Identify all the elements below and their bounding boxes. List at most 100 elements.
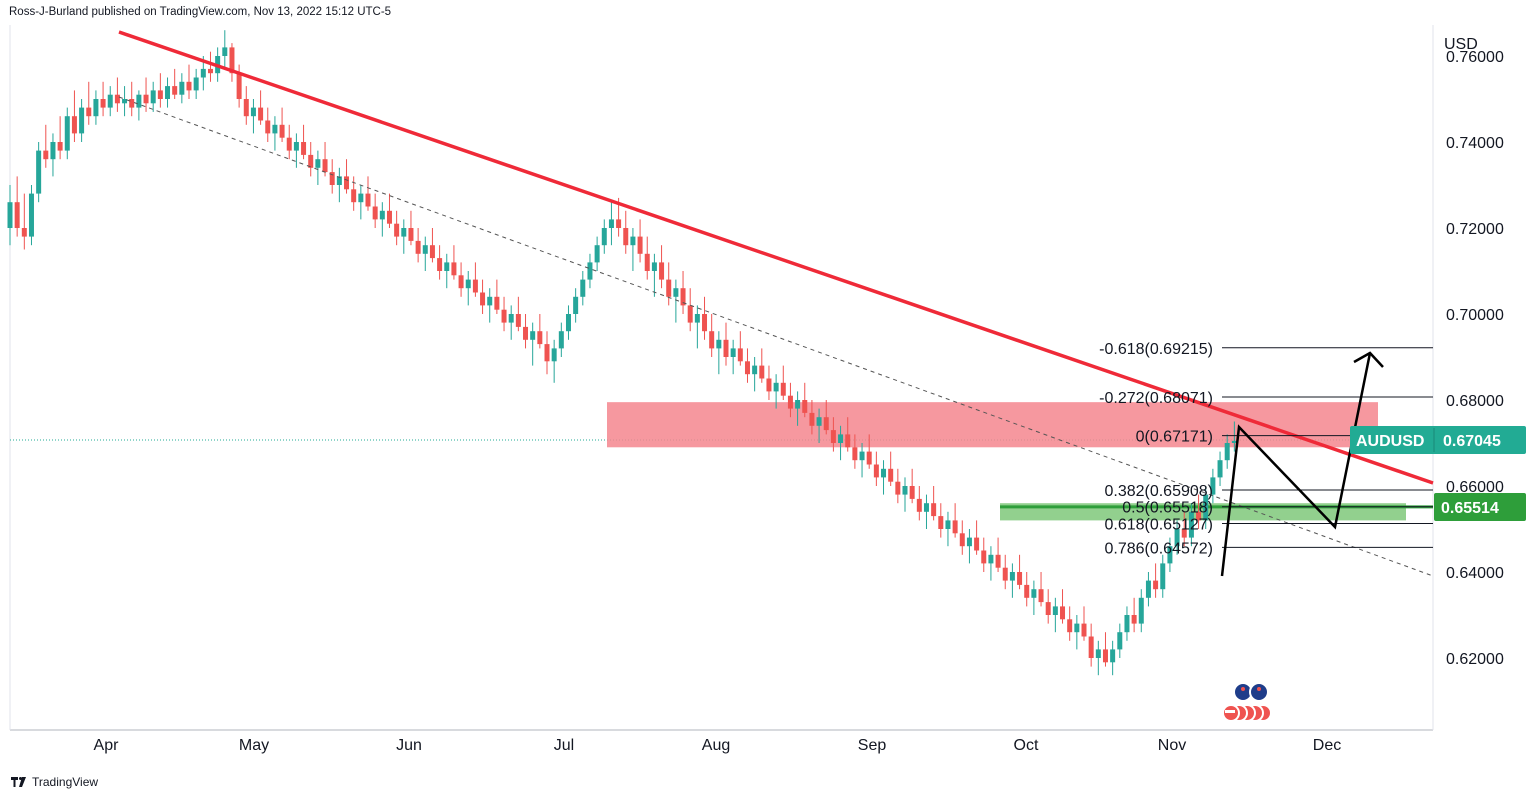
candle-body bbox=[43, 150, 49, 160]
candle-body bbox=[322, 159, 328, 173]
candle-body bbox=[236, 73, 242, 99]
candle-body bbox=[787, 395, 793, 409]
candle-body bbox=[71, 116, 77, 134]
projection-path bbox=[1220, 352, 1372, 577]
candle-body bbox=[1074, 623, 1080, 633]
candle-body bbox=[1117, 632, 1123, 650]
candle-body bbox=[293, 142, 299, 151]
candle-body bbox=[93, 99, 99, 117]
fibonacci-layer: -0.618(0.69215) -0.272(0.68071) 0(0.67171)… bbox=[1099, 341, 1433, 557]
candle-body bbox=[795, 400, 801, 409]
usa-flag-icon[interactable] bbox=[1222, 704, 1272, 722]
fib-level-label: 0.618(0.65127) bbox=[1104, 517, 1213, 534]
candle-body bbox=[687, 305, 693, 323]
dashed-trendline bbox=[118, 96, 1434, 577]
candle-body bbox=[780, 382, 786, 396]
candle-body bbox=[100, 99, 106, 108]
candle-body bbox=[830, 430, 836, 443]
candle-body bbox=[193, 77, 199, 91]
y-axis-ticks: 0.76000 0.74000 0.72000 0.70000 0.68000 0.660… bbox=[1446, 49, 1504, 668]
candle-body bbox=[931, 503, 937, 517]
candle-body bbox=[480, 292, 486, 306]
candle-body bbox=[172, 86, 178, 95]
x-axis-ticks: Apr May Jun Jul Aug Sep Oct Nov Dec bbox=[94, 737, 1342, 754]
x-tick-label: Oct bbox=[1014, 737, 1039, 754]
x-tick-label: Jul bbox=[554, 737, 574, 754]
candle-body bbox=[523, 326, 529, 340]
candle-body bbox=[723, 339, 729, 357]
candle-body bbox=[207, 68, 213, 74]
candle-body bbox=[1196, 511, 1202, 521]
projection-layer bbox=[1220, 351, 1384, 577]
candle-body bbox=[272, 124, 278, 134]
zones-layer bbox=[607, 402, 1433, 521]
candle-body bbox=[36, 150, 42, 194]
candle-body bbox=[86, 107, 92, 117]
candle-body bbox=[866, 451, 872, 465]
candle-body bbox=[358, 193, 364, 203]
y-tick-label: 0.62000 bbox=[1446, 651, 1504, 668]
candle-body bbox=[752, 365, 758, 375]
fib-level-label: -0.272(0.68071) bbox=[1099, 390, 1213, 407]
candle-body bbox=[902, 486, 908, 495]
candle-body bbox=[394, 223, 400, 237]
candle-body bbox=[129, 99, 135, 108]
y-tick-label: 0.76000 bbox=[1446, 49, 1504, 66]
candle-body bbox=[1038, 589, 1044, 603]
candle-body bbox=[716, 339, 722, 349]
candle-body bbox=[802, 400, 808, 413]
candle-body bbox=[136, 94, 142, 108]
candle-body bbox=[1088, 636, 1094, 658]
candle-body bbox=[279, 124, 285, 138]
candle-body bbox=[329, 172, 335, 185]
y-axis-unit: USD bbox=[1444, 36, 1478, 53]
candle-body bbox=[816, 417, 822, 426]
candle-body bbox=[1181, 529, 1187, 538]
candle-body bbox=[165, 86, 171, 99]
candle-body bbox=[79, 107, 85, 134]
candle-body bbox=[809, 412, 815, 426]
candle-body bbox=[616, 219, 622, 228]
candle-body bbox=[544, 344, 550, 362]
level-price-tag-bg bbox=[1434, 493, 1526, 521]
x-tick-label: Jun bbox=[396, 737, 422, 754]
candle-body bbox=[57, 142, 63, 151]
symbol-price-tag: AUDUSD 0.67045 bbox=[1350, 426, 1526, 454]
y-tick-label: 0.74000 bbox=[1446, 135, 1504, 152]
candle-body bbox=[938, 516, 944, 529]
economic-events[interactable] bbox=[1222, 682, 1272, 722]
candle-body bbox=[909, 486, 915, 499]
candle-body bbox=[301, 142, 307, 155]
candle-body bbox=[673, 288, 679, 297]
candle-body bbox=[766, 378, 772, 392]
candle-body bbox=[981, 550, 987, 564]
candle-body bbox=[1009, 572, 1015, 581]
fib-level-label: 0.786(0.64572) bbox=[1104, 540, 1213, 557]
candle-body bbox=[694, 314, 700, 323]
candles-layer bbox=[7, 30, 1237, 676]
candle-body bbox=[265, 120, 271, 134]
australia-flag-icon[interactable] bbox=[1233, 682, 1269, 702]
candle-body bbox=[372, 206, 378, 220]
candle-body bbox=[744, 361, 750, 375]
candle-body bbox=[995, 554, 1001, 568]
candle-body bbox=[1002, 567, 1008, 581]
candle-body bbox=[573, 296, 579, 314]
candle-body bbox=[422, 245, 428, 254]
candle-body bbox=[838, 434, 844, 443]
candle-body bbox=[623, 228, 629, 246]
tradingview-footer[interactable]: TradingView bbox=[10, 775, 98, 789]
candle-body bbox=[945, 520, 951, 529]
candle-body bbox=[351, 189, 357, 203]
candle-body bbox=[601, 228, 607, 246]
candle-body bbox=[587, 262, 593, 280]
candle-body bbox=[243, 99, 249, 117]
candle-body bbox=[28, 193, 34, 237]
level-price-value: 0.65514 bbox=[1441, 500, 1499, 517]
candle-body bbox=[200, 68, 206, 78]
candle-body bbox=[959, 533, 965, 547]
candle-body bbox=[1224, 443, 1230, 461]
candle-body bbox=[565, 314, 571, 332]
fib-level-label: -0.618(0.69215) bbox=[1099, 341, 1213, 358]
